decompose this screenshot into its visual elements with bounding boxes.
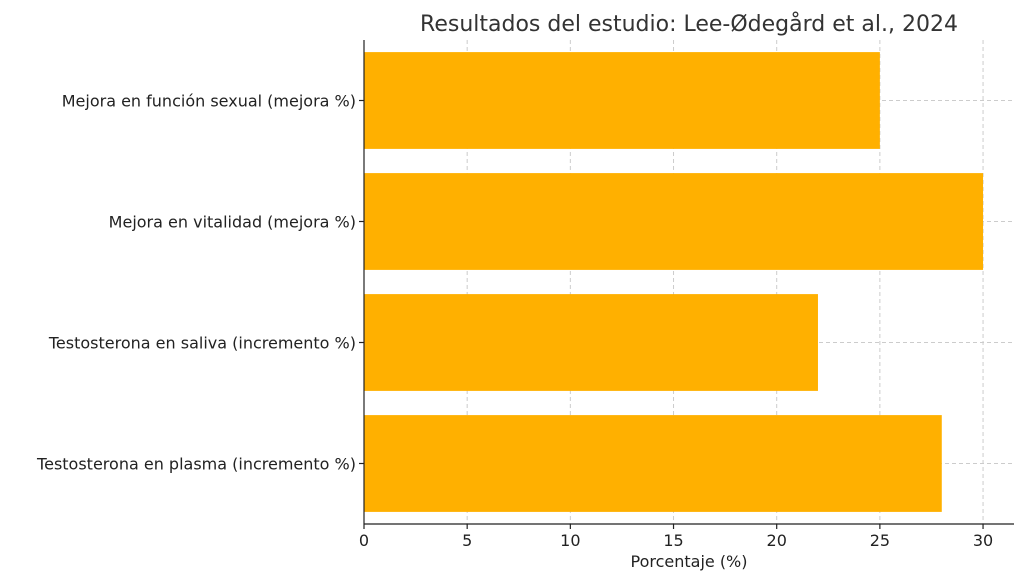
x-tick-label: 5 xyxy=(462,531,472,550)
bar xyxy=(364,52,880,149)
x-tick-label: 10 xyxy=(560,531,580,550)
y-tick-label: Mejora en vitalidad (mejora %) xyxy=(109,213,356,232)
x-axis-ticks: 0 5 10 15 20 25 30 xyxy=(359,524,993,550)
y-tick-label: Testosterona en saliva (incremento %) xyxy=(48,334,356,353)
x-axis-label: Porcentaje (%) xyxy=(630,552,747,571)
bar xyxy=(364,294,818,391)
x-tick-label: 15 xyxy=(663,531,683,550)
y-axis-ticks: Mejora en función sexual (mejora %) Mejor… xyxy=(36,92,364,474)
bar xyxy=(364,415,942,512)
axes xyxy=(363,40,1014,525)
bar xyxy=(364,173,984,270)
x-tick-label: 25 xyxy=(870,531,890,550)
bars xyxy=(364,52,984,512)
x-tick-label: 30 xyxy=(973,531,993,550)
chart-title: Resultados del estudio: Lee-Ødegård et a… xyxy=(420,11,958,37)
x-tick-label: 20 xyxy=(767,531,787,550)
y-tick-label: Mejora en función sexual (mejora %) xyxy=(62,92,356,111)
y-tick-label: Testosterona en plasma (incremento %) xyxy=(36,455,356,474)
x-tick-label: 0 xyxy=(359,531,369,550)
